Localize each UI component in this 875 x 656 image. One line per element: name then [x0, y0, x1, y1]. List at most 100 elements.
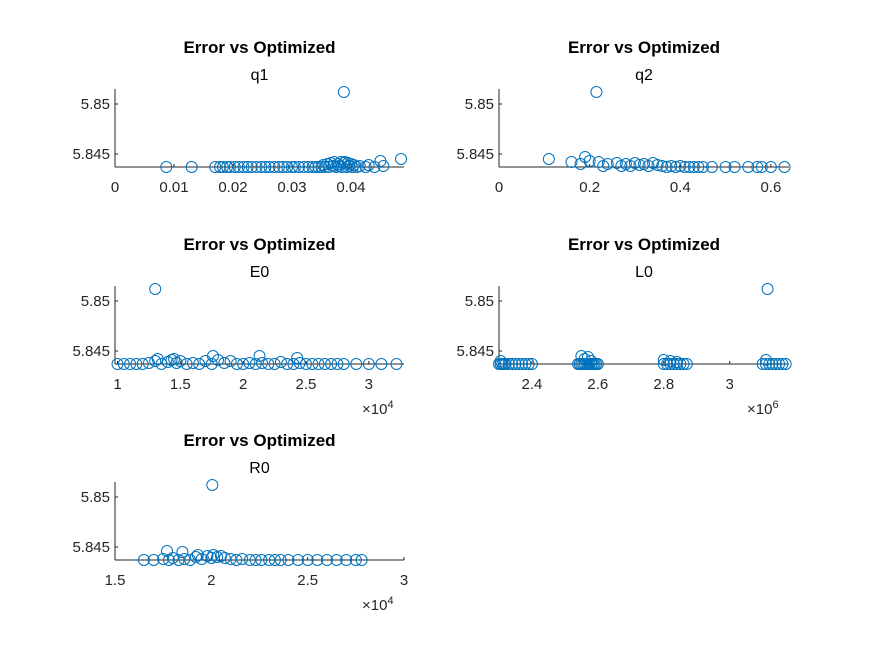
- data-point: [353, 160, 366, 172]
- x-axis-multiplier: ×104: [362, 595, 394, 614]
- data-point: [288, 161, 301, 173]
- x-tick-label: 0.01: [159, 179, 188, 196]
- data-point: [111, 358, 124, 370]
- data-point: [224, 355, 237, 367]
- data-point: [209, 161, 222, 173]
- data-point: [232, 161, 245, 173]
- data-point: [340, 554, 353, 566]
- data-point: [205, 358, 218, 370]
- data-point: [282, 554, 295, 566]
- data-point: [259, 161, 272, 173]
- data-point: [657, 354, 670, 366]
- x-tick-label: 2.6: [587, 376, 608, 393]
- data-point: [124, 358, 137, 370]
- plot-subtitle: R0: [249, 460, 270, 477]
- plot-title: Error vs Optimized: [183, 235, 335, 254]
- data-point: [253, 350, 266, 362]
- x-tick-label: 1: [113, 376, 121, 393]
- x-tick-label: 0.03: [277, 179, 306, 196]
- data-point: [207, 350, 220, 362]
- data-point: [692, 161, 705, 173]
- x-tick-label: 3: [726, 376, 734, 393]
- data-point: [243, 357, 256, 369]
- data-point: [525, 358, 538, 370]
- data-point: [778, 161, 791, 173]
- x-tick-label: 0.6: [760, 179, 781, 196]
- data-point: [306, 358, 319, 370]
- data-point: [268, 554, 281, 566]
- x-tick-label: 2.5: [296, 376, 317, 393]
- x-tick-label: 2: [239, 376, 247, 393]
- data-point: [299, 358, 312, 370]
- data-point: [542, 153, 555, 165]
- data-point: [583, 155, 596, 167]
- data-point: [705, 161, 718, 173]
- data-point: [678, 161, 691, 173]
- data-point: [224, 553, 237, 565]
- data-point: [176, 546, 189, 558]
- data-point: [773, 358, 786, 370]
- data-point: [243, 554, 256, 566]
- x-axis-multiplier: ×106: [747, 399, 779, 418]
- data-point: [287, 358, 300, 370]
- data-point: [696, 161, 709, 173]
- data-point: [168, 353, 181, 365]
- plot-title: Error vs Optimized: [568, 38, 720, 57]
- data-point: [161, 545, 174, 557]
- y-tick-label: 5.845: [456, 343, 494, 360]
- data-point: [764, 161, 777, 173]
- data-point: [506, 358, 519, 370]
- data-point: [272, 161, 285, 173]
- data-point: [189, 551, 202, 563]
- data-point: [151, 353, 164, 365]
- data-point: [236, 553, 249, 565]
- plot-title: Error vs Optimized: [183, 431, 335, 450]
- data-point: [130, 358, 143, 370]
- data-point: [657, 358, 670, 370]
- data-point: [268, 358, 281, 370]
- data-point: [311, 554, 324, 566]
- data-point: [664, 358, 677, 370]
- data-point: [337, 358, 350, 370]
- plot-subtitle: L0: [635, 264, 653, 281]
- data-point: [742, 161, 755, 173]
- data-point: [318, 358, 331, 370]
- data-point: [522, 358, 535, 370]
- data-point: [759, 354, 772, 366]
- data-point: [256, 357, 269, 369]
- y-tick-label: 5.85: [81, 96, 110, 113]
- data-point: [585, 355, 598, 367]
- data-point: [759, 358, 772, 370]
- data-point: [263, 161, 276, 173]
- data-point: [218, 357, 231, 369]
- data-point: [224, 161, 237, 173]
- data-point: [766, 358, 779, 370]
- data-point: [180, 358, 193, 370]
- data-point: [302, 161, 315, 173]
- data-point: [494, 355, 507, 367]
- data-point: [565, 156, 578, 168]
- data-point: [178, 553, 191, 565]
- data-point: [633, 159, 646, 171]
- data-point: [117, 358, 130, 370]
- data-point: [519, 358, 532, 370]
- data-point: [301, 554, 314, 566]
- data-point: [362, 358, 375, 370]
- data-point: [216, 161, 229, 173]
- data-point: [347, 159, 360, 171]
- data-point: [362, 159, 375, 171]
- x-tick-label: 2.8: [653, 376, 674, 393]
- data-point: [375, 358, 388, 370]
- data-point: [578, 353, 591, 365]
- data-point: [228, 161, 241, 173]
- x-tick-label: 0.02: [218, 179, 247, 196]
- data-point: [157, 553, 170, 565]
- data-point: [776, 358, 789, 370]
- data-point: [230, 358, 243, 370]
- x-tick-label: 3: [400, 572, 408, 589]
- x-tick-label: 2.5: [297, 572, 318, 589]
- subplot-q2: Error vs Optimized q2 5.845 5.85 0 0.2 0.4 0.…: [456, 38, 791, 196]
- data-point: [669, 161, 682, 173]
- data-point: [293, 161, 306, 173]
- data-point: [255, 161, 268, 173]
